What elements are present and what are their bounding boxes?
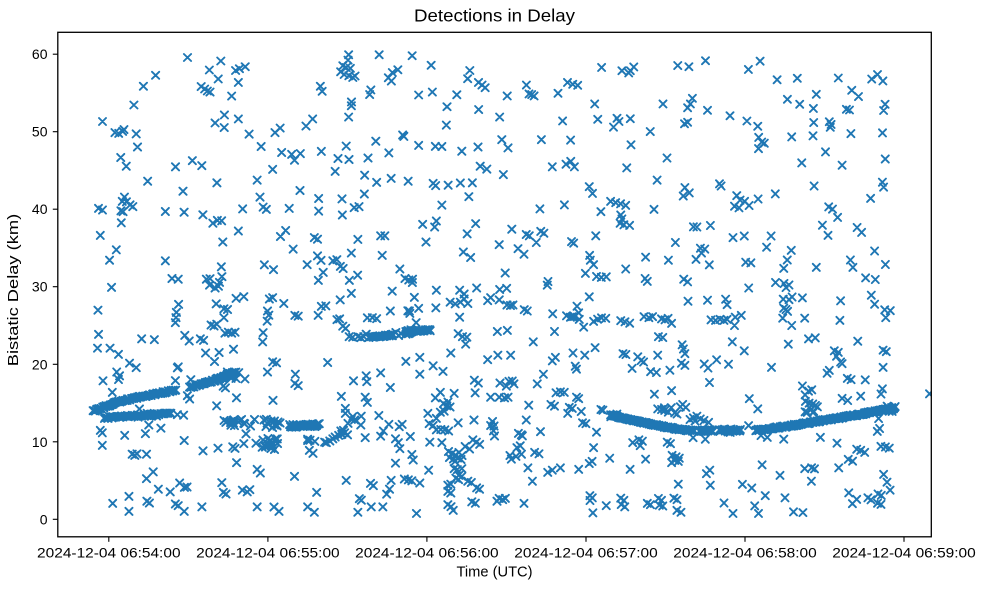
svg-text:Detections in Delay: Detections in Delay	[414, 6, 575, 26]
svg-text:2024-12-04 06:58:00: 2024-12-04 06:58:00	[673, 546, 817, 561]
svg-text:20: 20	[32, 356, 48, 372]
svg-text:40: 40	[32, 201, 48, 217]
svg-text:30: 30	[32, 279, 48, 295]
svg-text:2024-12-04 06:59:00: 2024-12-04 06:59:00	[832, 546, 976, 561]
svg-text:2024-12-04 06:54:00: 2024-12-04 06:54:00	[37, 546, 181, 561]
svg-text:2024-12-04 06:55:00: 2024-12-04 06:55:00	[196, 546, 340, 561]
svg-text:Bistatic Delay (km): Bistatic Delay (km)	[6, 214, 22, 367]
svg-text:50: 50	[32, 124, 48, 140]
svg-text:Time (UTC): Time (UTC)	[457, 565, 533, 581]
svg-text:2024-12-04 06:57:00: 2024-12-04 06:57:00	[514, 546, 658, 561]
svg-text:2024-12-04 06:56:00: 2024-12-04 06:56:00	[355, 546, 499, 561]
svg-text:0: 0	[40, 511, 48, 527]
svg-text:60: 60	[32, 46, 48, 62]
svg-text:10: 10	[32, 434, 48, 450]
